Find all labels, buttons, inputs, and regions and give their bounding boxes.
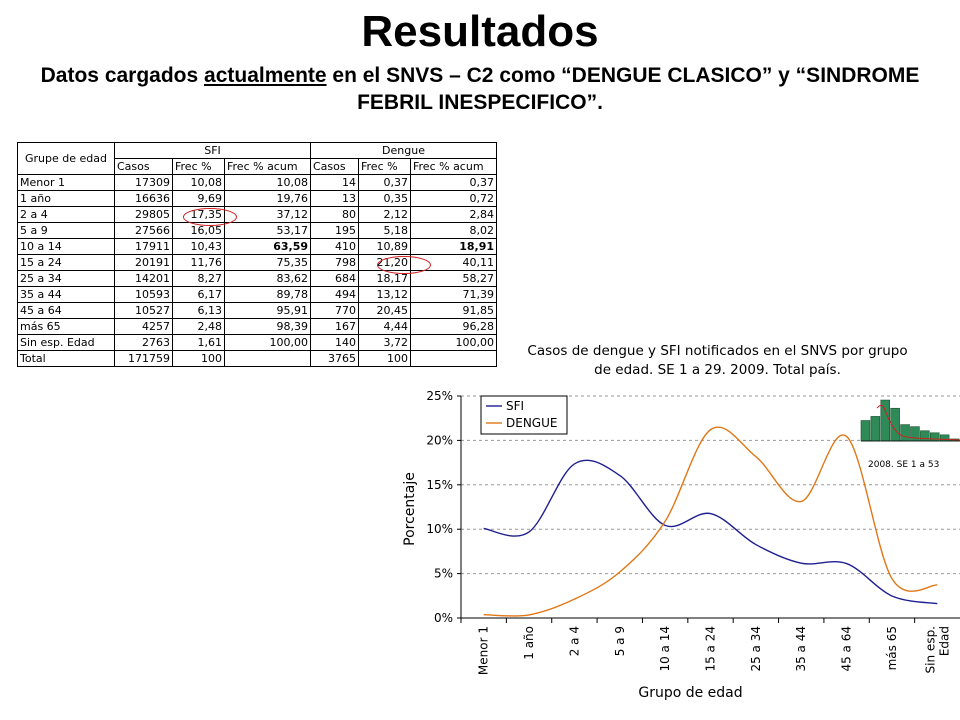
inset-bar — [910, 426, 920, 442]
inset-bar — [870, 416, 881, 442]
corner-header-cell: Grupe de edad — [17, 142, 115, 175]
x-tick-label: 1 año — [522, 626, 536, 660]
x-tick-label: 15 a 24 — [704, 626, 718, 672]
value-cell: 10593 — [114, 286, 173, 303]
value-cell: 100 — [358, 350, 411, 367]
y-tick-label: 15% — [426, 478, 453, 492]
x-tick-label: 10 a 14 — [658, 626, 672, 672]
y-tick-label: 10% — [426, 522, 453, 536]
y-tick-label: 0% — [434, 611, 453, 625]
y-tick-label: 20% — [426, 433, 453, 447]
chart-caption: Casos de dengue y SFI notificados en el … — [527, 343, 908, 378]
subtitle-text-start: Datos cargados — [40, 64, 205, 87]
slide-title: Resultados — [361, 7, 599, 56]
x-tick-label: 2 a 4 — [567, 626, 581, 656]
column-subheader: Frec % acum — [224, 158, 311, 175]
inset-bar — [900, 424, 910, 442]
value-cell: 53,17 — [224, 222, 311, 239]
value-cell: 4,44 — [358, 318, 411, 335]
age-group-cell: 45 a 64 — [17, 302, 115, 319]
column-subheader: Frec % — [358, 158, 411, 175]
inset-bar — [920, 430, 930, 442]
inset-caption: 2008. SE 1 a 53 — [868, 460, 939, 470]
column-subheader: Casos — [310, 158, 359, 175]
legend-label: DENGUE — [506, 416, 557, 430]
inset-line — [876, 404, 960, 441]
data-table-container: Grupe de edad SFI Dengue Casos Frec % Frec % … — [17, 142, 497, 367]
value-cell: 171759 — [114, 350, 173, 367]
table-row: 10 a 14 17911 10,43 63,59 410 10,89 18,91 — [17, 238, 497, 255]
value-cell: 1,61 — [172, 334, 225, 351]
value-cell: 10527 — [114, 302, 173, 319]
column-subheader: Casos — [114, 158, 173, 175]
value-cell: 14201 — [114, 270, 173, 287]
x-tick-label: 45 a 64 — [840, 626, 854, 672]
series-line-dengue — [483, 426, 938, 617]
series-line-sfi — [483, 459, 938, 605]
subtitle-text-end: en el SNVS – C2 como “DENGUE CLASICO” y … — [326, 64, 920, 114]
table-row: Total 171759 100 3765 100 — [17, 350, 497, 367]
y-tick-label: 5% — [434, 567, 453, 581]
x-axis-title: Grupo de edad — [638, 685, 742, 701]
value-cell: 9,69 — [172, 190, 225, 207]
age-group-table: Grupe de edad SFI Dengue Casos Frec % Frec % … — [17, 142, 497, 367]
inset-bar — [939, 434, 950, 442]
age-group-cell: Total — [17, 350, 115, 367]
legend-box — [480, 395, 568, 435]
value-cell: 20,45 — [358, 302, 411, 319]
table-row: Menor 1 17309 10,08 10,08 14 0,37 0,37 — [17, 174, 497, 191]
value-cell: 100 — [172, 350, 225, 367]
x-tick-label: Edad — [937, 626, 951, 656]
value-cell: 83,62 — [224, 270, 311, 287]
value-cell — [410, 350, 497, 367]
table-row: Sin esp. Edad 2763 1,61 100,00 140 3,72 100,00 — [17, 334, 497, 351]
value-cell: 11,76 — [172, 254, 225, 271]
table-row: 25 a 34 14201 8,27 83,62 684 18,17 58,27 — [17, 270, 497, 287]
legend-label: SFI — [506, 399, 524, 413]
value-cell: 6,13 — [172, 302, 225, 319]
x-tick-label: Sin esp. — [923, 626, 937, 673]
inset-bar — [880, 399, 890, 442]
y-tick-label: 25% — [426, 389, 453, 403]
table-row: 1 año 16636 9,69 19,76 13 0,35 0,72 — [17, 190, 497, 207]
y-axis-title: Porcentaje — [402, 472, 418, 546]
value-cell: 3765 — [310, 350, 359, 367]
value-cell: 18,91 — [410, 238, 497, 255]
inset-bar — [929, 432, 940, 442]
value-cell: 10,43 — [172, 238, 225, 255]
table-row: 15 a 24 20191 11,76 75,35 798 21,20 40,11 — [17, 254, 497, 271]
x-tick-label: 35 a 44 — [794, 626, 808, 672]
value-cell: 13,12 — [358, 286, 411, 303]
x-tick-label: 25 a 34 — [749, 626, 763, 672]
value-cell: 16636 — [114, 190, 173, 207]
table-row: 5 a 9 27566 16,05 53,17 195 5,18 8,02 — [17, 222, 497, 239]
slide-subtitle: Datos cargados actualmente en el SNVS – … — [30, 62, 930, 116]
subtitle-underlined-word: actualmente — [204, 64, 327, 87]
x-tick-label: Menor 1 — [477, 626, 491, 675]
value-cell: 167 — [310, 318, 359, 335]
value-cell: 6,17 — [172, 286, 225, 303]
value-cell: 10,08 — [224, 174, 311, 191]
value-cell: 410 — [310, 238, 359, 255]
x-tick-label: más 65 — [885, 626, 899, 670]
inset-bar — [860, 420, 871, 442]
x-tick-label: 5 a 9 — [613, 626, 627, 656]
table-header-row: Grupe de edad SFI Dengue — [17, 142, 497, 175]
value-cell: 13 — [310, 190, 359, 207]
